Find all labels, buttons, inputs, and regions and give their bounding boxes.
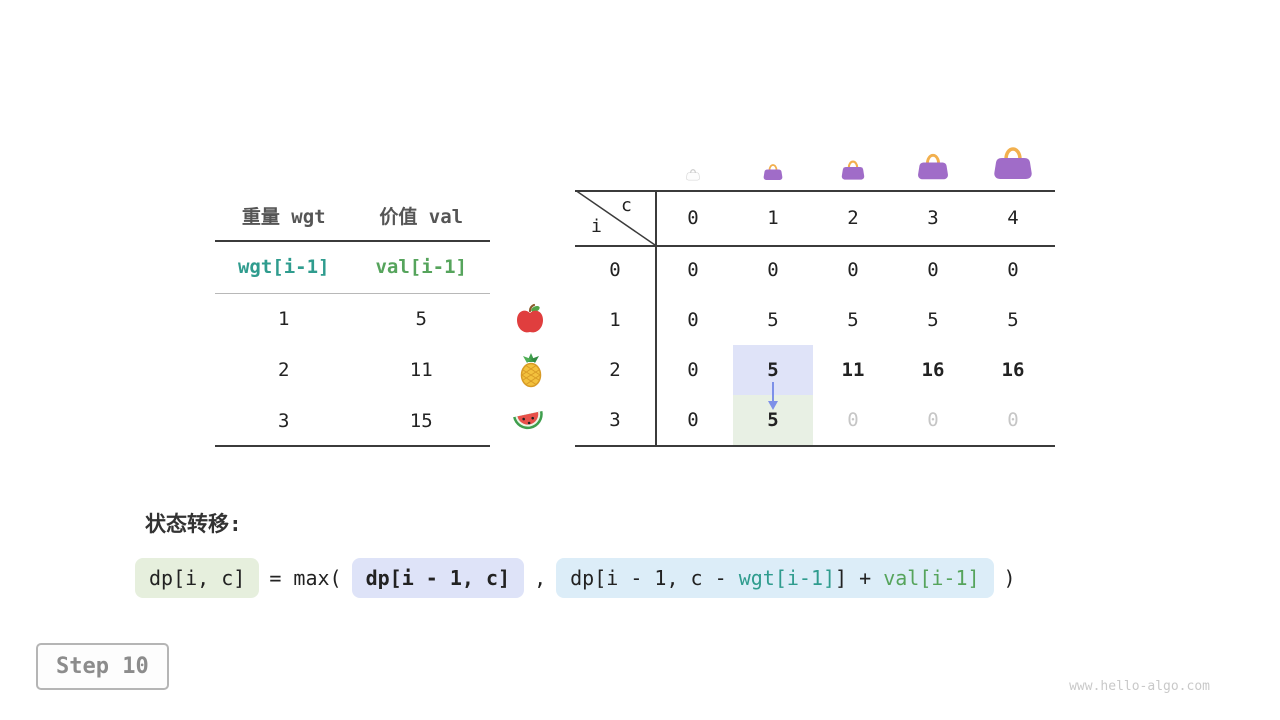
corner-diagonal-line: [575, 190, 656, 246]
state-transition-formula: dp[i, c] = max( dp[i - 1, c] , dp[i - 1,…: [135, 558, 1016, 598]
row-header: 0: [609, 259, 621, 281]
divider: [215, 240, 490, 242]
formula-lhs: dp[i, c]: [135, 558, 260, 598]
value-column-header: 价值 val: [379, 205, 464, 228]
table-top-border: [575, 190, 1055, 192]
formula-close-paren: ): [1003, 566, 1016, 590]
bag-large-icon: [917, 152, 949, 181]
step-badge: Step 10: [36, 643, 169, 690]
col-header: 2: [847, 206, 859, 229]
bag-small-icon: [763, 163, 783, 181]
item-value: 5: [415, 308, 427, 330]
formula-arg2-prefix: dp[i - 1, c -: [570, 566, 739, 590]
table-bottom-border: [575, 445, 1055, 447]
formula-arg1: dp[i - 1, c]: [351, 558, 525, 598]
col-header: 3: [927, 206, 939, 229]
item-row-2: 2 11: [215, 345, 490, 395]
pineapple-icon: [517, 352, 545, 388]
item-weight: 3: [278, 410, 290, 432]
bag-empty-icon: [686, 168, 700, 181]
dp-cell: 5: [927, 309, 939, 331]
item-value: 15: [409, 410, 433, 432]
dp-cell: 0: [1007, 259, 1019, 281]
variable-row: wgt[i-1] val[i-1]: [215, 242, 490, 292]
dp-cell-pending: 0: [847, 409, 859, 431]
dp-table: c i 0 1 2 3 0 1 2 3 4 0 0 0 0 0 0 5 5 5 …: [575, 140, 1057, 452]
dp-grid: 0 1 2 3 4 0 0 0 0 0 0 5 5 5 5 0 5 11 16 …: [653, 190, 1053, 445]
formula-arg2-middle: ] +: [835, 566, 884, 590]
weights-values-table: 重量 wgt 价值 val wgt[i-1] val[i-1] 1 5 2 11…: [215, 190, 490, 448]
watermark: www.hello-algo.com: [1069, 679, 1210, 694]
header-divider: [575, 245, 1055, 247]
transition-arrow-icon: [768, 382, 778, 410]
dp-cell: 16: [921, 359, 945, 381]
corner-col-var: c: [621, 195, 632, 216]
weight-column-header: 重量 wgt: [241, 205, 326, 228]
wgt-variable: wgt[i-1]: [237, 256, 330, 278]
formula-comma: ,: [534, 566, 547, 590]
divider: [215, 293, 490, 294]
dp-cell-pending: 0: [1007, 409, 1019, 431]
dp-cell: 5: [847, 309, 859, 331]
watermelon-icon: [509, 403, 548, 437]
col-header: 0: [687, 206, 699, 229]
state-transition-label: 状态转移:: [145, 512, 242, 536]
bag-medium-icon: [841, 159, 865, 181]
dp-cell: 5: [767, 309, 779, 331]
item-weight: 1: [278, 308, 290, 330]
formula-equals-max: = max(: [269, 566, 342, 590]
formula-arg2-wgt: wgt[i-1]: [738, 566, 836, 590]
apple-icon: [514, 303, 546, 335]
col-header: 4: [1007, 206, 1019, 229]
row-header: 3: [609, 409, 621, 431]
item-weight: 2: [278, 359, 290, 381]
item-value: 11: [409, 359, 433, 381]
corner-row-var: i: [591, 216, 602, 237]
dp-cell: 0: [927, 259, 939, 281]
item-row-1: 1 5: [215, 294, 490, 344]
bag-xlarge-icon: [993, 145, 1033, 181]
val-variable: val[i-1]: [375, 256, 467, 278]
dp-cell: 0: [687, 359, 699, 381]
row-header-divider: [655, 190, 657, 447]
dp-cell: 0: [847, 259, 859, 281]
weights-table-header-row: 重量 wgt 价值 val: [215, 190, 490, 240]
dp-cell: 16: [1001, 359, 1025, 381]
formula-arg2-val: val[i-1]: [883, 566, 980, 590]
divider: [215, 445, 490, 447]
dp-cell: 0: [767, 259, 779, 281]
row-header: 1: [609, 309, 621, 331]
formula-arg2: dp[i - 1, c - wgt[i-1]] + val[i-1]: [556, 558, 994, 598]
dp-cell-pending: 0: [927, 409, 939, 431]
row-header: 2: [609, 359, 621, 381]
dp-cell: 0: [687, 259, 699, 281]
dp-cell: 11: [841, 359, 865, 381]
item-row-3: 3 15: [215, 396, 490, 446]
dp-cell: 0: [687, 309, 699, 331]
dp-row-headers: 0 1 2 3: [575, 245, 655, 445]
dp-cell: 5: [1007, 309, 1019, 331]
dp-cell: 0: [687, 409, 699, 431]
col-header: 1: [767, 206, 779, 229]
